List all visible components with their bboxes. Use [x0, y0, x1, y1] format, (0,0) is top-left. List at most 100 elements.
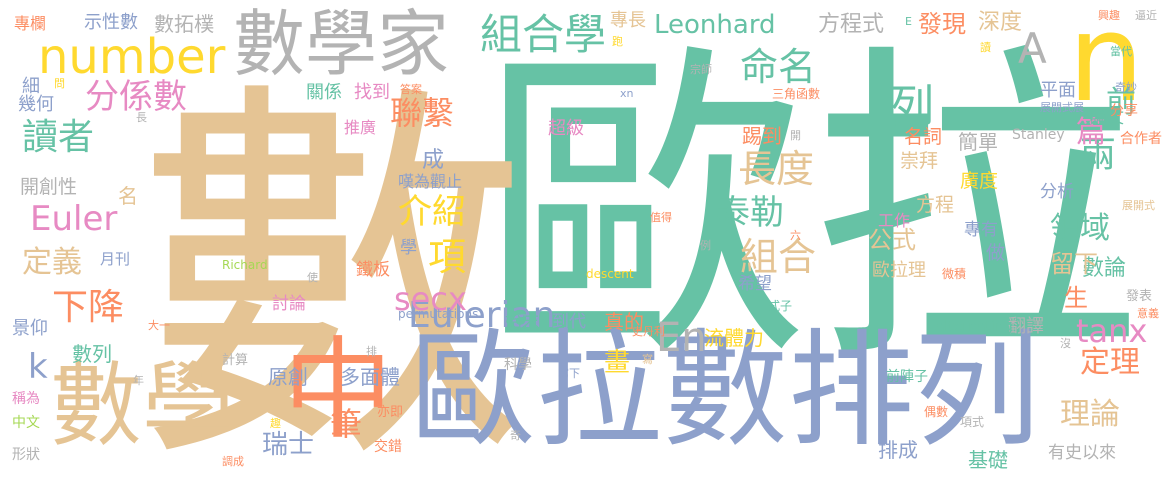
cloud-word: 興趣: [1098, 9, 1120, 22]
cloud-word: 下降: [52, 287, 125, 328]
cloud-word: Stanley: [1012, 127, 1065, 143]
cloud-word: 寫: [642, 353, 653, 366]
cloud-word: 成: [422, 148, 445, 173]
cloud-word: 交錯: [374, 439, 402, 455]
cloud-word: 年: [133, 374, 144, 387]
cloud-word: 名詞: [904, 126, 943, 148]
cloud-word: 讀: [980, 41, 991, 54]
cloud-word: En: [656, 315, 707, 361]
cloud-word: 問: [54, 77, 65, 90]
cloud-word: Richard: [222, 258, 268, 272]
cloud-word: 簡單: [958, 130, 998, 154]
cloud-word: permutations: [398, 307, 479, 321]
cloud-word: alternating: [936, 319, 1013, 335]
cloud-word: 筆: [330, 405, 363, 443]
cloud-word: 月刊: [100, 250, 131, 268]
cloud-word: 方程: [916, 194, 955, 216]
cloud-word: 崇拜: [900, 150, 939, 172]
cloud-word: 始末: [505, 312, 539, 332]
cloud-word: 中: [283, 326, 393, 454]
cloud-word: 逼近: [1135, 9, 1157, 22]
cloud-word: 意義: [1137, 307, 1159, 320]
cloud-word: 方程式: [818, 12, 885, 37]
cloud-word: 使: [307, 271, 318, 284]
cloud-word: Eulerian: [408, 295, 556, 336]
cloud-word: 開創性: [20, 176, 78, 198]
cloud-word: 奇: [510, 429, 521, 442]
cloud-word: 微積: [942, 267, 967, 281]
cloud-word: 希望: [738, 274, 772, 294]
cloud-word: 合作者: [1120, 131, 1162, 147]
cloud-word: 定義: [22, 245, 82, 280]
cloud-word: 泰勒: [716, 193, 784, 233]
cloud-word: 分享: [1110, 103, 1138, 119]
cloud-word: 聯繫: [390, 94, 455, 132]
cloud-word: 廣度: [960, 170, 999, 192]
cloud-word: 稱為: [12, 391, 40, 407]
cloud-word: 踢到: [742, 124, 782, 148]
cloud-word: 名: [118, 184, 138, 208]
cloud-word: 嘆為觀止: [398, 172, 463, 191]
cloud-word: 原創: [268, 365, 308, 389]
cloud-word: 基礎: [968, 448, 1008, 472]
cloud-word: 排: [366, 345, 377, 358]
cloud-word: 式子: [768, 299, 793, 313]
cloud-word: 有史以來: [1048, 443, 1116, 463]
cloud-word: 值得: [650, 211, 672, 224]
cloud-word: 形狀: [12, 447, 40, 463]
cloud-word: 留下: [1050, 250, 1098, 278]
cloud-word: 組合學: [480, 10, 607, 59]
cloud-word: 前: [1106, 85, 1136, 120]
cloud-word: 展開式: [1122, 199, 1155, 212]
cloud-word: 中文: [12, 415, 40, 431]
cloud-word: 學: [400, 238, 417, 258]
cloud-word: 項: [428, 235, 467, 279]
cloud-word: 論文: [1090, 108, 1124, 128]
cloud-word: 數列: [72, 342, 112, 366]
cloud-word: 真的: [604, 310, 644, 334]
cloud-word: 深度: [978, 10, 1023, 35]
cloud-word: 關係: [306, 82, 342, 103]
cloud-word: 歐拉數排列: [410, 317, 1040, 464]
cloud-word: 歐拉: [480, 18, 1140, 402]
cloud-word: 項式: [960, 415, 985, 429]
cloud-word: 工作: [878, 211, 911, 230]
cloud-word: 亦即: [377, 405, 404, 420]
cloud-word: 數: [135, 52, 530, 482]
cloud-word: 讀者: [22, 117, 95, 158]
cloud-word: 推廣: [344, 118, 377, 137]
cloud-word: 前陣子: [886, 369, 928, 385]
cloud-word: 專長: [610, 10, 646, 31]
cloud-word: Leonhard: [654, 10, 776, 40]
cloud-word: 生: [1064, 284, 1088, 312]
cloud-word: 排成: [878, 438, 918, 462]
cloud-word: 歐拉理: [872, 260, 926, 281]
cloud-word: 六: [790, 229, 801, 242]
cloud-word: 長度: [738, 147, 815, 191]
cloud-word: 展開式展: [1040, 101, 1084, 114]
cloud-word: 奇妙: [1115, 81, 1137, 94]
cloud-word: descent: [586, 267, 634, 281]
cloud-word: 發表: [1126, 289, 1153, 304]
cloud-word: 鐵板: [356, 260, 390, 280]
cloud-word: 兩: [1080, 135, 1117, 176]
cloud-word: 開: [790, 129, 801, 142]
cloud-word: 理論: [1060, 397, 1120, 432]
cloud-word: 趣: [270, 417, 281, 430]
cloud-word: 答案: [400, 83, 422, 96]
cloud-word: 數學家: [233, 2, 450, 86]
cloud-word: 做: [986, 242, 1006, 264]
cloud-word: 超級: [548, 118, 584, 139]
cloud-word: 多面體: [340, 365, 400, 389]
cloud-word: 翻譯: [1008, 316, 1044, 337]
cloud-word: E: [905, 15, 912, 28]
cloud-word: k: [28, 347, 48, 387]
cloud-word: 調成: [222, 455, 244, 468]
cloud-word: 分析: [1040, 182, 1074, 202]
cloud-word: 幾何: [18, 94, 54, 115]
cloud-word: 發現: [918, 10, 966, 38]
cloud-word: 偶數: [924, 405, 949, 419]
cloud-word: 流體力: [704, 326, 764, 350]
cloud-word: 沒: [1060, 337, 1071, 350]
cloud-word: 數論: [1082, 256, 1127, 281]
